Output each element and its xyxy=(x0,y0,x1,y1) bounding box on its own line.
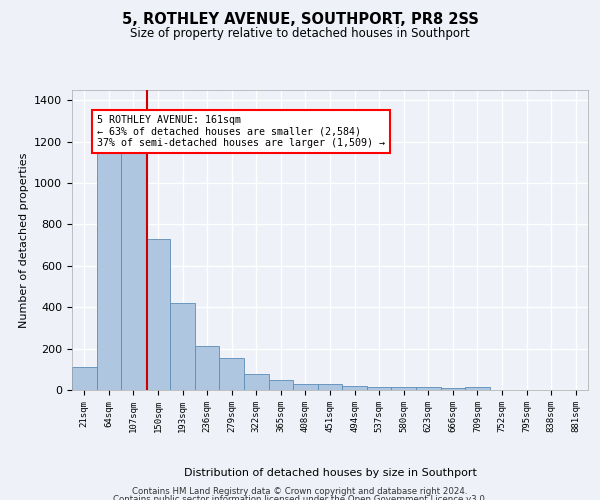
Bar xyxy=(220,358,244,390)
Bar xyxy=(416,387,440,390)
Bar xyxy=(367,387,391,390)
Bar xyxy=(391,387,416,390)
Bar xyxy=(146,239,170,390)
Bar xyxy=(72,367,97,390)
Bar xyxy=(465,387,490,390)
Bar xyxy=(293,384,318,390)
Text: 5 ROTHLEY AVENUE: 161sqm
← 63% of detached houses are smaller (2,584)
37% of sem: 5 ROTHLEY AVENUE: 161sqm ← 63% of detach… xyxy=(97,115,385,148)
Bar xyxy=(195,346,220,390)
Bar xyxy=(342,386,367,390)
Bar xyxy=(440,388,465,390)
Bar xyxy=(121,153,146,390)
Text: Contains HM Land Registry data © Crown copyright and database right 2024.: Contains HM Land Registry data © Crown c… xyxy=(132,488,468,496)
Bar xyxy=(170,303,195,390)
Bar xyxy=(244,374,269,390)
Y-axis label: Number of detached properties: Number of detached properties xyxy=(19,152,29,328)
Text: Distribution of detached houses by size in Southport: Distribution of detached houses by size … xyxy=(184,468,476,477)
Text: 5, ROTHLEY AVENUE, SOUTHPORT, PR8 2SS: 5, ROTHLEY AVENUE, SOUTHPORT, PR8 2SS xyxy=(122,12,478,28)
Bar xyxy=(97,151,121,390)
Bar xyxy=(318,384,342,390)
Text: Contains public sector information licensed under the Open Government Licence v3: Contains public sector information licen… xyxy=(113,495,487,500)
Text: Size of property relative to detached houses in Southport: Size of property relative to detached ho… xyxy=(130,28,470,40)
Bar xyxy=(269,380,293,390)
